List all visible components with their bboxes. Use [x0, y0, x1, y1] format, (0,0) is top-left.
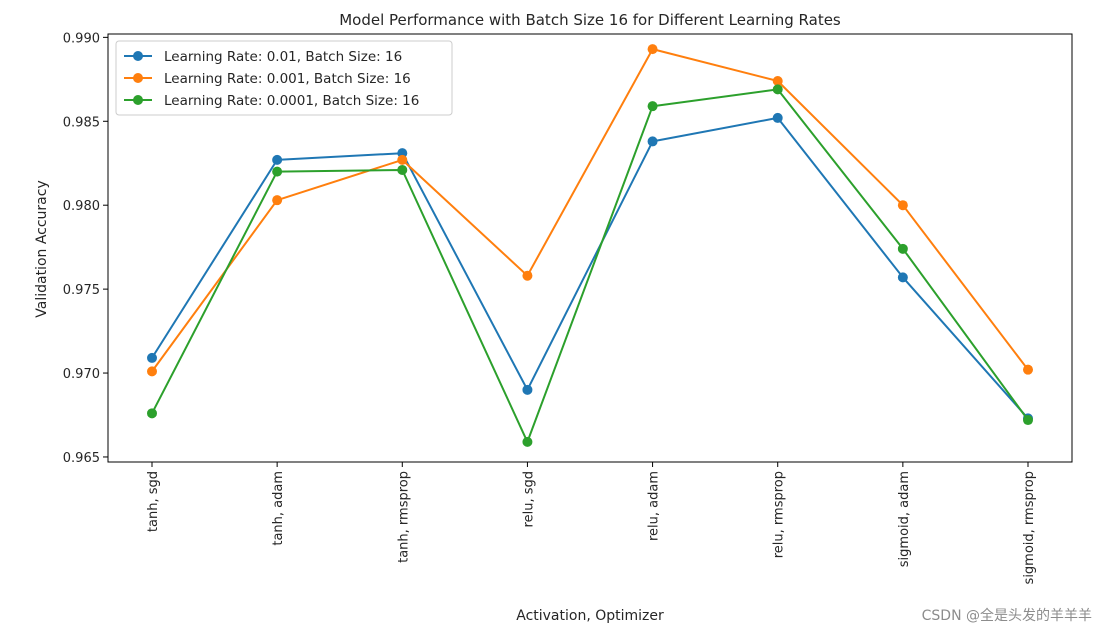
legend-marker: [133, 73, 143, 83]
watermark: CSDN @全是头发的羊羊羊: [922, 607, 1092, 624]
y-tick-label: 0.970: [63, 367, 100, 382]
x-axis: tanh, sgd tanh, adam tanh, rmsprop relu, sg…: [146, 462, 1037, 584]
data-point: [897, 243, 908, 254]
y-tick-label: 0.975: [63, 283, 100, 298]
x-tick-label: tanh, sgd: [146, 471, 161, 532]
series-line: [151, 88, 1029, 443]
data-point: [522, 384, 533, 395]
data-point: [647, 101, 658, 112]
legend-label: Learning Rate: 0.01, Batch Size: 16: [164, 49, 402, 65]
legend-marker: [133, 51, 143, 61]
series-layer: [147, 44, 1033, 447]
chart-title: Model Performance with Batch Size 16 for…: [339, 11, 841, 29]
x-tick-label: tanh, rmsprop: [396, 471, 411, 563]
data-point: [272, 195, 283, 206]
x-tick-label: sigmoid, adam: [897, 471, 912, 567]
x-tick-label: relu, rmsprop: [772, 471, 787, 558]
x-tick-label: relu, sgd: [521, 471, 536, 527]
x-tick-label: relu, adam: [647, 471, 662, 541]
legend-marker: [133, 95, 143, 105]
data-point: [772, 112, 783, 123]
legend-label: Learning Rate: 0.0001, Batch Size: 16: [164, 93, 419, 109]
data-point: [147, 408, 157, 419]
y-axis: 0.965 0.970 0.975 0.980 0.985 0.990: [63, 31, 108, 466]
data-point: [147, 352, 157, 363]
y-axis-label: Validation Accuracy: [34, 180, 50, 318]
data-point: [897, 200, 908, 211]
y-tick-label: 0.990: [63, 31, 100, 46]
data-point: [397, 164, 408, 175]
y-tick-label: 0.965: [63, 451, 100, 466]
data-point: [772, 84, 783, 95]
legend-label: Learning Rate: 0.001, Batch Size: 16: [164, 71, 411, 87]
data-point: [647, 44, 658, 55]
data-point: [1023, 364, 1033, 375]
data-point: [897, 272, 908, 283]
series-line: [151, 48, 1029, 372]
data-point: [272, 166, 283, 177]
data-point: [522, 270, 533, 281]
data-point: [1023, 415, 1033, 426]
x-tick-label: sigmoid, rmsprop: [1022, 471, 1037, 584]
y-tick-label: 0.980: [63, 199, 100, 214]
legend: Learning Rate: 0.01, Batch Size: 16 Learn…: [115, 40, 453, 116]
data-point: [397, 154, 408, 165]
data-point: [272, 154, 283, 165]
data-point: [147, 366, 157, 377]
legend-box: [115, 40, 453, 116]
data-point: [772, 75, 783, 86]
y-tick-label: 0.985: [63, 115, 100, 130]
data-point: [647, 136, 658, 147]
x-tick-label: tanh, adam: [271, 471, 286, 546]
series-line: [151, 116, 1029, 420]
x-axis-label: Activation, Optimizer: [516, 608, 664, 624]
data-point: [522, 436, 533, 447]
